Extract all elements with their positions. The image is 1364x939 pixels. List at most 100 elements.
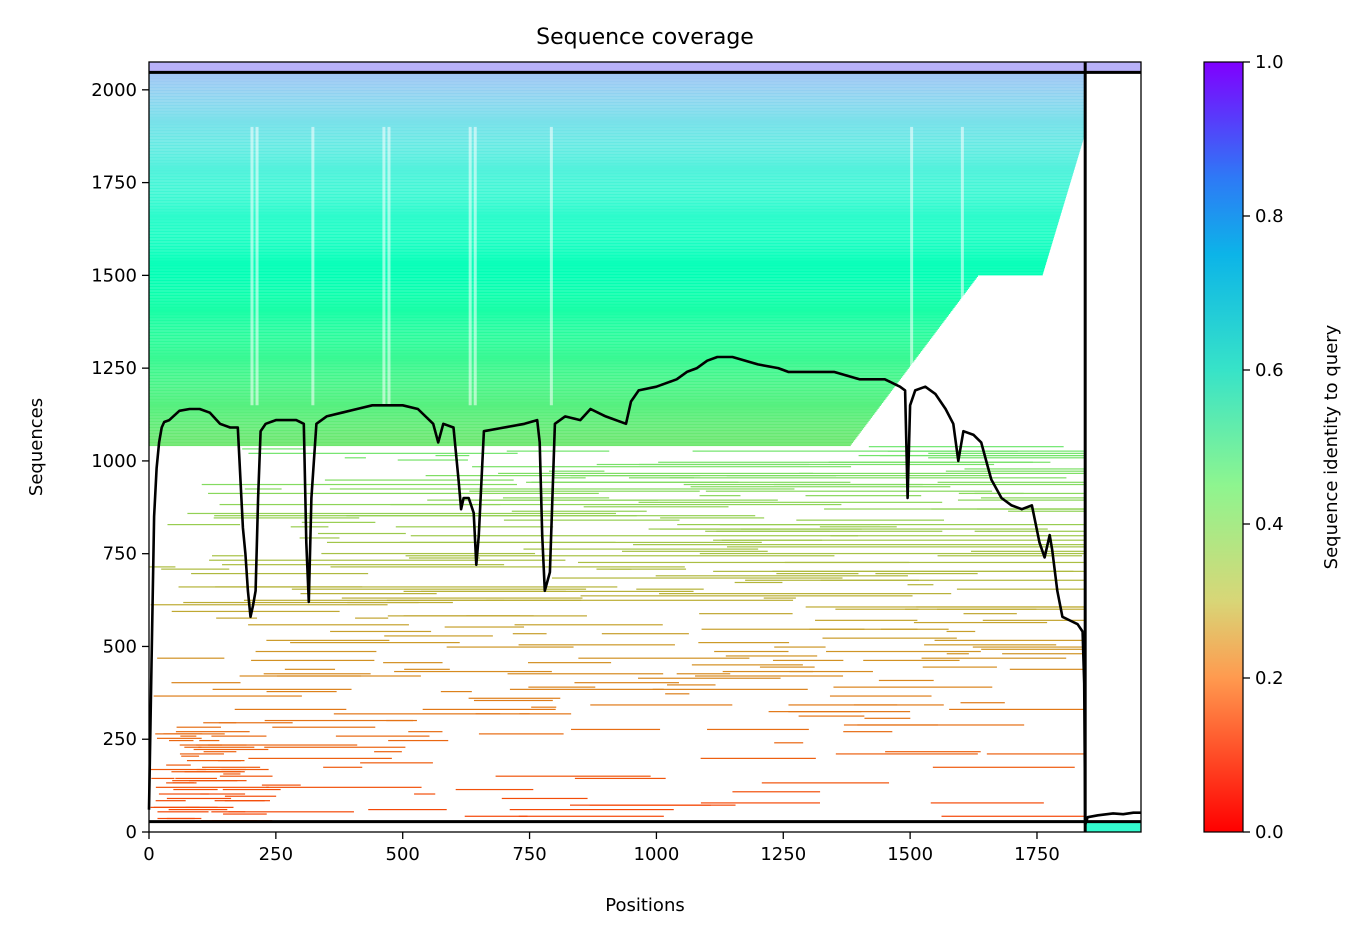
heatmap-segment bbox=[184, 746, 202, 748]
heatmap-segment bbox=[610, 568, 687, 570]
heatmap-segment bbox=[171, 610, 340, 613]
heatmap-row bbox=[149, 247, 1051, 249]
heatmap-row bbox=[149, 207, 1063, 209]
heatmap-segment bbox=[299, 537, 340, 539]
heatmap-row bbox=[149, 371, 906, 374]
heatmap-row bbox=[149, 89, 1086, 92]
colorbar-tick-label: 1.0 bbox=[1255, 52, 1284, 73]
gap-streak bbox=[468, 126, 472, 406]
heatmap-segment bbox=[980, 497, 1086, 499]
heatmap-segment bbox=[809, 628, 949, 630]
heatmap-row bbox=[149, 361, 914, 363]
heatmap-segment bbox=[171, 682, 241, 684]
heatmap-row bbox=[149, 158, 1078, 160]
heatmap-row bbox=[149, 135, 1085, 138]
heatmap-segment bbox=[946, 653, 969, 655]
heatmap-row bbox=[149, 167, 1075, 169]
heatmap-segment bbox=[878, 679, 934, 682]
heatmap-row bbox=[149, 101, 1086, 104]
heatmap-segment bbox=[169, 739, 194, 742]
heatmap-segment bbox=[150, 806, 200, 808]
heatmap-row bbox=[149, 198, 1066, 200]
heatmap-segment bbox=[725, 655, 818, 657]
heatmap-row bbox=[149, 417, 871, 420]
heatmap-row bbox=[149, 85, 1086, 87]
heatmap-segment bbox=[464, 815, 528, 817]
heatmap-segment bbox=[761, 782, 890, 784]
heatmap-segment bbox=[196, 744, 358, 746]
heatmap-segment bbox=[518, 815, 664, 817]
heatmap-segment bbox=[701, 628, 865, 630]
heatmap-row bbox=[149, 333, 935, 335]
heatmap-segment bbox=[805, 606, 1086, 608]
x-tick-label: 1500 bbox=[887, 844, 933, 865]
heatmap-segment bbox=[388, 739, 449, 742]
heatmap-segment bbox=[934, 639, 1086, 641]
heatmap-row bbox=[149, 235, 1055, 237]
heatmap-segment bbox=[223, 773, 241, 775]
heatmap-segment bbox=[667, 684, 716, 686]
heatmap-row bbox=[149, 413, 875, 415]
heatmap-segment bbox=[716, 530, 943, 532]
heatmap-row bbox=[149, 267, 1045, 270]
heatmap-row bbox=[149, 146, 1082, 148]
heatmap-segment bbox=[745, 579, 1086, 581]
coverage-heatmap bbox=[149, 62, 1141, 832]
gap-streak bbox=[549, 126, 553, 406]
heatmap-segment bbox=[857, 724, 1025, 726]
heatmap-segment bbox=[928, 452, 1086, 454]
y-tick-label: 250 bbox=[103, 729, 137, 750]
heatmap-row bbox=[149, 377, 901, 380]
heatmap-row bbox=[149, 337, 932, 340]
colorbar-tick-label: 0.4 bbox=[1255, 514, 1284, 535]
heatmap-segment bbox=[796, 519, 945, 521]
heatmap-segment bbox=[658, 461, 1033, 463]
colorbar-label: Sequence identity to query bbox=[1321, 324, 1342, 569]
heatmap-row bbox=[149, 434, 859, 436]
heatmap-segment bbox=[184, 771, 241, 773]
heatmap-segment bbox=[705, 490, 993, 492]
heatmap-segment bbox=[335, 735, 430, 737]
heatmap-row bbox=[149, 143, 1083, 145]
heatmap-segment bbox=[772, 659, 844, 662]
heatmap-row bbox=[149, 129, 1086, 132]
heatmap-segment bbox=[509, 688, 664, 690]
heatmap-segment bbox=[523, 548, 759, 550]
heatmap-segment bbox=[191, 572, 369, 575]
heatmap-segment bbox=[526, 481, 851, 483]
heatmap-row bbox=[149, 441, 853, 444]
heatmap-row bbox=[149, 119, 1086, 122]
heatmap-segment bbox=[864, 717, 911, 719]
heatmap-row bbox=[149, 379, 900, 381]
heatmap-row bbox=[149, 400, 885, 402]
heatmap-row bbox=[149, 175, 1073, 178]
heatmap-segment bbox=[324, 479, 514, 481]
heatmap-segment bbox=[264, 746, 406, 748]
heatmap-segment bbox=[475, 713, 530, 715]
heatmap-row bbox=[149, 73, 1086, 75]
heatmap-segment bbox=[789, 670, 813, 673]
heatmap-row bbox=[149, 204, 1064, 206]
heatmap-segment bbox=[707, 728, 809, 731]
heatmap-segment bbox=[474, 499, 778, 501]
heatmap-row bbox=[149, 364, 912, 366]
heatmap-segment bbox=[181, 755, 200, 757]
heatmap-row bbox=[149, 94, 1086, 96]
heatmap-segment bbox=[922, 666, 997, 668]
heatmap-row bbox=[149, 138, 1084, 141]
heatmap-row bbox=[149, 259, 1048, 261]
heatmap-segment bbox=[691, 664, 803, 666]
heatmap-segment bbox=[833, 686, 993, 688]
heatmap-row bbox=[149, 190, 1068, 193]
heatmap-segment bbox=[384, 635, 493, 637]
heatmap-segment bbox=[408, 557, 480, 559]
heatmap-segment bbox=[759, 666, 815, 668]
heatmap-segment bbox=[732, 791, 821, 793]
heatmap-row bbox=[149, 91, 1086, 93]
heatmap-row bbox=[149, 118, 1086, 120]
x-tick-label: 500 bbox=[386, 844, 420, 865]
heatmap-segment bbox=[478, 733, 564, 735]
heatmap-segment bbox=[699, 552, 1086, 555]
heatmap-row bbox=[149, 226, 1058, 228]
heatmap-row bbox=[149, 171, 1074, 173]
